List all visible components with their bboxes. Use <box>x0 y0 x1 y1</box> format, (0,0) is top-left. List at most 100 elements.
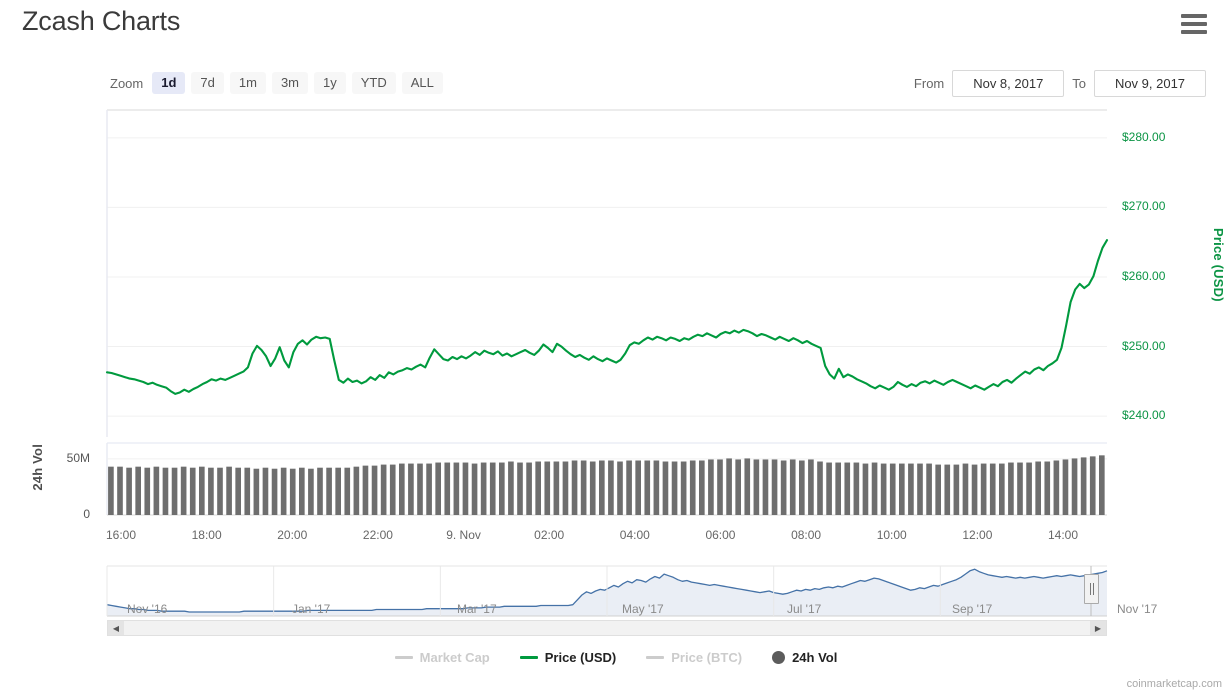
volume-tick-label: 0 <box>83 507 90 521</box>
legend-item-price-usd[interactable]: Price (USD) <box>519 650 616 665</box>
volume-bar <box>1017 462 1023 515</box>
volume-bar <box>1071 458 1078 515</box>
scroll-left-arrow-icon[interactable]: ◀ <box>108 621 124 635</box>
price-line <box>105 239 1109 395</box>
zoom-button-1m[interactable]: 1m <box>229 72 266 94</box>
legend-item-24h-vol[interactable]: 24h Vol <box>772 650 837 665</box>
volume-bar <box>980 463 987 515</box>
volume-bar <box>308 468 314 515</box>
from-date-input[interactable]: Nov 8, 2017 <box>952 70 1065 97</box>
hamburger-menu-icon[interactable] <box>1181 14 1207 34</box>
time-tick-label: 08:00 <box>791 528 822 542</box>
volume-bar <box>735 459 741 515</box>
volume-bar <box>462 462 469 515</box>
handle-grip <box>1092 583 1094 595</box>
volume-bar <box>971 464 978 515</box>
volume-bar <box>789 459 796 515</box>
volume-bar <box>617 461 623 515</box>
volume-bar <box>144 467 151 515</box>
volume-bar <box>189 467 196 515</box>
volume-bar <box>562 461 569 515</box>
volume-bar <box>999 463 1005 515</box>
date-range-controls: From Nov 8, 2017 To Nov 9, 2017 <box>914 70 1206 97</box>
volume-bar <box>880 463 887 515</box>
volume-bar <box>362 465 369 515</box>
volume-bar <box>1099 455 1105 515</box>
volume-bar <box>1062 459 1069 515</box>
navigator-tick-label: Nov '16 <box>127 602 168 616</box>
volume-bar <box>217 467 223 515</box>
volume-bar <box>108 466 114 515</box>
volume-bar <box>671 461 678 515</box>
time-tick-label: 12:00 <box>962 528 993 542</box>
zoom-button-7d[interactable]: 7d <box>191 72 224 94</box>
volume-tick-label: 50M <box>66 450 90 465</box>
time-tick-label: 14:00 <box>1047 528 1079 542</box>
volume-bar <box>808 459 814 515</box>
volume-bar <box>953 464 960 515</box>
volume-bar <box>499 462 505 515</box>
volume-bar <box>571 460 578 515</box>
volume-bar <box>380 464 387 515</box>
volume-bar <box>762 459 769 515</box>
volume-bar <box>471 463 478 515</box>
volume-bar <box>717 459 723 515</box>
to-label: To <box>1072 76 1086 91</box>
zoom-button-ytd[interactable]: YTD <box>351 72 396 94</box>
volume-bar <box>817 461 823 515</box>
time-tick-label: 16:00 <box>105 528 137 542</box>
volume-bar <box>199 466 205 515</box>
navigator-tick-label: Mar '17 <box>457 602 497 616</box>
volume-bar <box>117 466 123 515</box>
volume-bar <box>844 462 851 515</box>
navigator-scrollbar[interactable]: ◀ ▶ <box>107 620 1107 636</box>
volume-bar <box>535 461 541 515</box>
volume-bar <box>644 460 651 515</box>
zoom-button-all[interactable]: ALL <box>401 72 443 94</box>
volume-bar <box>1080 457 1087 515</box>
legend-label: 24h Vol <box>792 650 838 665</box>
price-tick-label: $260.00 <box>1122 268 1166 283</box>
legend-item-market-cap[interactable]: Market Cap <box>394 650 490 665</box>
watermark: coinmarketcap.com <box>1126 678 1222 690</box>
volume-bar <box>680 461 687 515</box>
legend-marker-line <box>519 656 538 659</box>
zoom-range-selector: Zoom 1d 7d 1m 3m 1y YTD ALL <box>110 72 443 94</box>
volume-bar <box>1089 456 1096 515</box>
volume-bar <box>489 462 496 515</box>
volume-bar <box>1044 461 1051 515</box>
volume-bar <box>917 463 923 515</box>
volume-bar <box>135 466 141 515</box>
zoom-button-1d[interactable]: 1d <box>152 72 186 94</box>
volume-bar <box>517 462 523 515</box>
volume-bar <box>526 462 532 515</box>
volume-bar <box>299 467 305 515</box>
volume-bar <box>126 467 132 515</box>
time-tick-label: 02:00 <box>534 528 565 542</box>
volume-bar <box>1026 462 1032 515</box>
volume-bar <box>271 468 278 515</box>
volume-bar <box>344 467 351 515</box>
legend-label: Price (BTC) <box>671 650 743 665</box>
volume-bar <box>162 467 169 515</box>
price-plot <box>105 239 1109 395</box>
volume-bar <box>280 467 287 515</box>
time-tick-label: 06:00 <box>705 528 736 542</box>
volume-bar <box>608 460 614 515</box>
time-tick-label: 22:00 <box>362 528 393 542</box>
time-tick-label: 04:00 <box>619 528 650 542</box>
legend-item-price-btc[interactable]: Price (BTC) <box>646 650 742 665</box>
to-date-input[interactable]: Nov 9, 2017 <box>1094 70 1206 97</box>
scroll-right-arrow-icon[interactable]: ▶ <box>1090 621 1106 635</box>
volume-bar <box>444 462 451 515</box>
volume-bar <box>180 466 187 515</box>
zoom-button-1y[interactable]: 1y <box>314 72 346 94</box>
volume-bar <box>289 468 296 515</box>
navigator-right-handle[interactable] <box>1084 574 1099 604</box>
zoom-button-3m[interactable]: 3m <box>271 72 308 94</box>
price-tick-label: $270.00 <box>1122 199 1166 214</box>
volume-bar <box>553 461 560 515</box>
volume-bar <box>753 459 760 515</box>
volume-bar <box>226 466 232 515</box>
